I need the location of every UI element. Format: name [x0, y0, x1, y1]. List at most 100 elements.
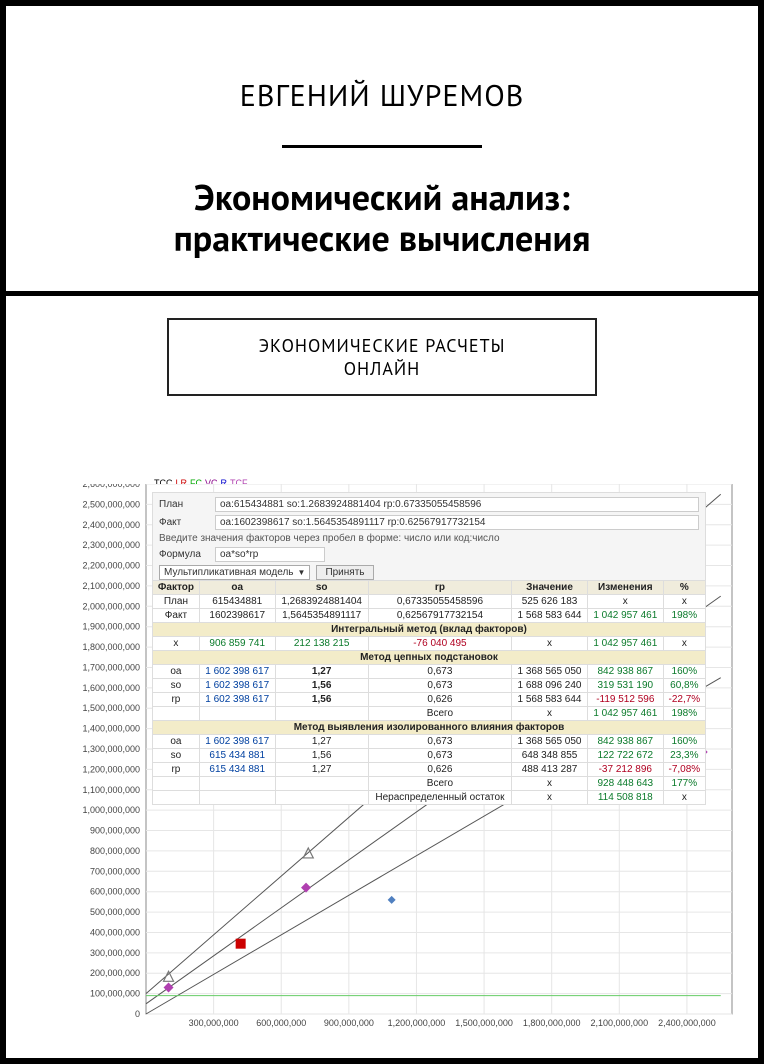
- table-cell: so: [275, 581, 368, 595]
- table-cell: 60,8%: [663, 679, 705, 693]
- fact-label: Факт: [159, 517, 209, 528]
- svg-text:2,600,000,000: 2,600,000,000: [82, 484, 140, 489]
- table-cell: 615 434 881: [199, 763, 275, 777]
- table-cell: x: [663, 637, 705, 651]
- table-row: Интегральный метод (вклад факторов): [153, 623, 706, 637]
- svg-text:2,400,000,000: 2,400,000,000: [658, 1018, 716, 1028]
- table-row: Метод выявления изолированного влияния ф…: [153, 721, 706, 735]
- author-underline: [282, 145, 482, 148]
- table-cell: Метод цепных подстановок: [153, 651, 706, 665]
- table-cell: 212 138 215: [275, 637, 368, 651]
- table-cell: so: [153, 679, 200, 693]
- table-cell: 1 568 583 644: [512, 609, 588, 623]
- table-cell: 1 042 957 461: [587, 707, 663, 721]
- table-cell: 177%: [663, 777, 705, 791]
- table-cell: 198%: [663, 609, 705, 623]
- inputs-panel: План oa:615434881 so:1.2683924881404 rp:…: [152, 492, 706, 590]
- svg-text:1,500,000,000: 1,500,000,000: [82, 703, 140, 713]
- table-cell: rp: [368, 581, 511, 595]
- formula-input[interactable]: oa*so*rp: [215, 547, 325, 562]
- table-cell: Факт: [153, 609, 200, 623]
- model-select-label: Мультипликативная модель: [164, 567, 294, 578]
- svg-text:100,000,000: 100,000,000: [90, 989, 140, 999]
- svg-text:900,000,000: 900,000,000: [90, 826, 140, 836]
- svg-text:1,100,000,000: 1,100,000,000: [82, 785, 140, 795]
- subtitle-line-2: ОНЛАЙН: [344, 357, 421, 380]
- table-cell: 1,27: [275, 763, 368, 777]
- svg-text:1,500,000,000: 1,500,000,000: [455, 1018, 513, 1028]
- table-cell: 198%: [663, 707, 705, 721]
- svg-text:1,800,000,000: 1,800,000,000: [82, 642, 140, 652]
- chevron-down-icon: ▼: [298, 568, 306, 577]
- table-cell: x: [512, 777, 588, 791]
- table-row: x906 859 741212 138 215-76 040 495x1 042…: [153, 637, 706, 651]
- svg-text:0: 0: [135, 1009, 140, 1019]
- table-cell: Нераспределенный остаток: [368, 791, 511, 805]
- table-cell: Значение: [512, 581, 588, 595]
- table-cell: Всего: [368, 707, 511, 721]
- table-cell: 1,2683924881404: [275, 595, 368, 609]
- svg-text:2,000,000,000: 2,000,000,000: [82, 601, 140, 611]
- table-cell: 160%: [663, 735, 705, 749]
- table-cell: [275, 791, 368, 805]
- table-cell: x: [512, 637, 588, 651]
- svg-text:400,000,000: 400,000,000: [90, 927, 140, 937]
- table-cell: Фактор: [153, 581, 200, 595]
- table-cell: 1 602 398 617: [199, 735, 275, 749]
- table-cell: %: [663, 581, 705, 595]
- table-cell: 122 722 672: [587, 749, 663, 763]
- accept-button[interactable]: Принять: [316, 565, 373, 580]
- svg-text:2,300,000,000: 2,300,000,000: [82, 540, 140, 550]
- plan-input[interactable]: oa:615434881 so:1.2683924881404 rp:0.673…: [215, 497, 699, 512]
- svg-text:1,700,000,000: 1,700,000,000: [82, 662, 140, 672]
- table-cell: x: [663, 595, 705, 609]
- svg-text:2,100,000,000: 2,100,000,000: [591, 1018, 649, 1028]
- table-cell: [153, 791, 200, 805]
- svg-text:1,000,000,000: 1,000,000,000: [82, 805, 140, 815]
- svg-text:900,000,000: 900,000,000: [324, 1018, 374, 1028]
- svg-text:1,600,000,000: 1,600,000,000: [82, 683, 140, 693]
- table-cell: so: [153, 749, 200, 763]
- table-cell: 1602398617: [199, 609, 275, 623]
- table-cell: -37 212 896: [587, 763, 663, 777]
- table-cell: 1 602 398 617: [199, 665, 275, 679]
- table-row: План6154348811,26839248814040,6733505545…: [153, 595, 706, 609]
- table-cell: 525 626 183: [512, 595, 588, 609]
- table-cell: 160%: [663, 665, 705, 679]
- table-cell: x: [587, 595, 663, 609]
- table-row: oa1 602 398 6171,270,6731 368 565 050842…: [153, 665, 706, 679]
- table-cell: 0,626: [368, 763, 511, 777]
- table-cell: -22,7%: [663, 693, 705, 707]
- plan-label: План: [159, 499, 209, 510]
- fact-input[interactable]: oa:1602398617 so:1.5645354891117 rp:0.62…: [215, 515, 699, 530]
- table-cell: План: [153, 595, 200, 609]
- inputs-hint: Введите значения факторов через пробел в…: [159, 533, 699, 544]
- subtitle-box: ЭКОНОМИЧЕСКИЕ РАСЧЕТЫ ОНЛАЙН: [167, 318, 597, 396]
- table-cell: 615 434 881: [199, 749, 275, 763]
- table-cell: 1 602 398 617: [199, 679, 275, 693]
- table-row: Факт16023986171,56453548911170,625679177…: [153, 609, 706, 623]
- svg-text:1,200,000,000: 1,200,000,000: [388, 1018, 446, 1028]
- table-cell: 0,67335055458596: [368, 595, 511, 609]
- table-row: rp615 434 8811,270,626488 413 287-37 212…: [153, 763, 706, 777]
- table-cell: 1,56: [275, 679, 368, 693]
- table-cell: 1 688 096 240: [512, 679, 588, 693]
- table-row: Нераспределенный остатокx114 508 818x: [153, 791, 706, 805]
- book-title: Экономический анализ: практические вычис…: [46, 176, 718, 259]
- model-select[interactable]: Мультипликативная модель ▼: [159, 565, 310, 580]
- table-cell: 1 602 398 617: [199, 693, 275, 707]
- table-cell: 842 938 867: [587, 735, 663, 749]
- title-line-1: Экономический анализ:: [194, 173, 570, 220]
- table-cell: [275, 707, 368, 721]
- table-row: oa1 602 398 6171,270,6731 368 565 050842…: [153, 735, 706, 749]
- table-cell: [275, 777, 368, 791]
- table-cell: [199, 791, 275, 805]
- table-cell: 0,673: [368, 749, 511, 763]
- table-cell: -76 040 495: [368, 637, 511, 651]
- table-cell: 488 413 287: [512, 763, 588, 777]
- table-row: Всегоx1 042 957 461198%: [153, 707, 706, 721]
- table-cell: 0,673: [368, 665, 511, 679]
- table-row: rp1 602 398 6171,560,6261 568 583 644-11…: [153, 693, 706, 707]
- table-cell: rp: [153, 763, 200, 777]
- table-cell: Изменения: [587, 581, 663, 595]
